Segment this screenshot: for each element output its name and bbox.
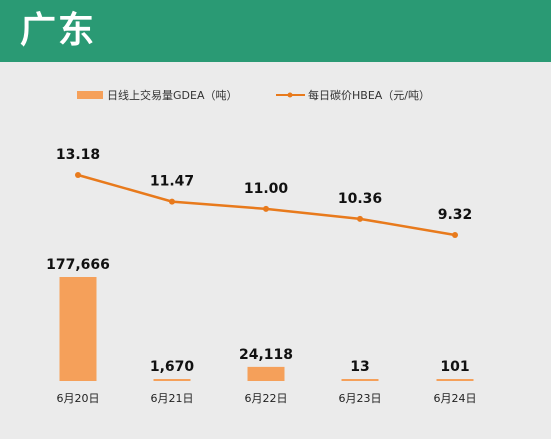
line-point: [357, 215, 363, 222]
line-point: [75, 172, 81, 178]
line-data-label: 11.00: [244, 181, 289, 197]
bar-data-label: 101: [440, 359, 469, 375]
bar: [341, 379, 379, 381]
bar: [153, 379, 191, 381]
line-point: [452, 232, 458, 238]
line-point: [169, 198, 175, 205]
bar-data-labels: 177,666 1,670 24,118 13 101: [46, 257, 470, 375]
x-tick-label: 6月21日: [151, 392, 194, 405]
bar-series: [59, 277, 474, 381]
x-tick-label: 6月22日: [245, 392, 288, 405]
line-series: [75, 172, 458, 238]
bar-data-label: 177,666: [46, 257, 110, 273]
bar-data-label: 1,670: [150, 359, 195, 375]
header-bar: 广东: [0, 0, 551, 62]
bar: [247, 366, 285, 381]
x-tick-label: 6月24日: [434, 392, 477, 405]
line-data-label: 10.36: [338, 191, 382, 207]
legend-bar-swatch: [77, 91, 103, 99]
legend: 日线上交易量GDEA（吨） 每日碳价HBEA（元/吨）: [77, 88, 430, 102]
bar-data-label: 24,118: [239, 347, 293, 363]
line-data-label: 13.18: [56, 147, 100, 163]
legend-bar-label: 日线上交易量GDEA（吨）: [107, 88, 237, 102]
line-data-label: 9.32: [438, 207, 473, 223]
line-point: [263, 205, 269, 212]
bar: [436, 379, 474, 381]
line-data-label: 11.47: [150, 174, 194, 190]
bar-data-label: 13: [350, 359, 369, 375]
line-data-labels: 13.18 11.47 11.00 10.36 9.32: [56, 147, 472, 223]
legend-line-marker: [287, 92, 293, 98]
x-tick-label: 6月20日: [57, 392, 100, 405]
x-tick-label: 6月23日: [339, 392, 382, 405]
bar: [59, 277, 97, 381]
legend-line-label: 每日碳价HBEA（元/吨）: [308, 88, 430, 102]
x-axis-tick-labels: 6月20日 6月21日 6月22日 6月23日 6月24日: [57, 392, 477, 405]
page-title: 广东: [20, 10, 97, 51]
